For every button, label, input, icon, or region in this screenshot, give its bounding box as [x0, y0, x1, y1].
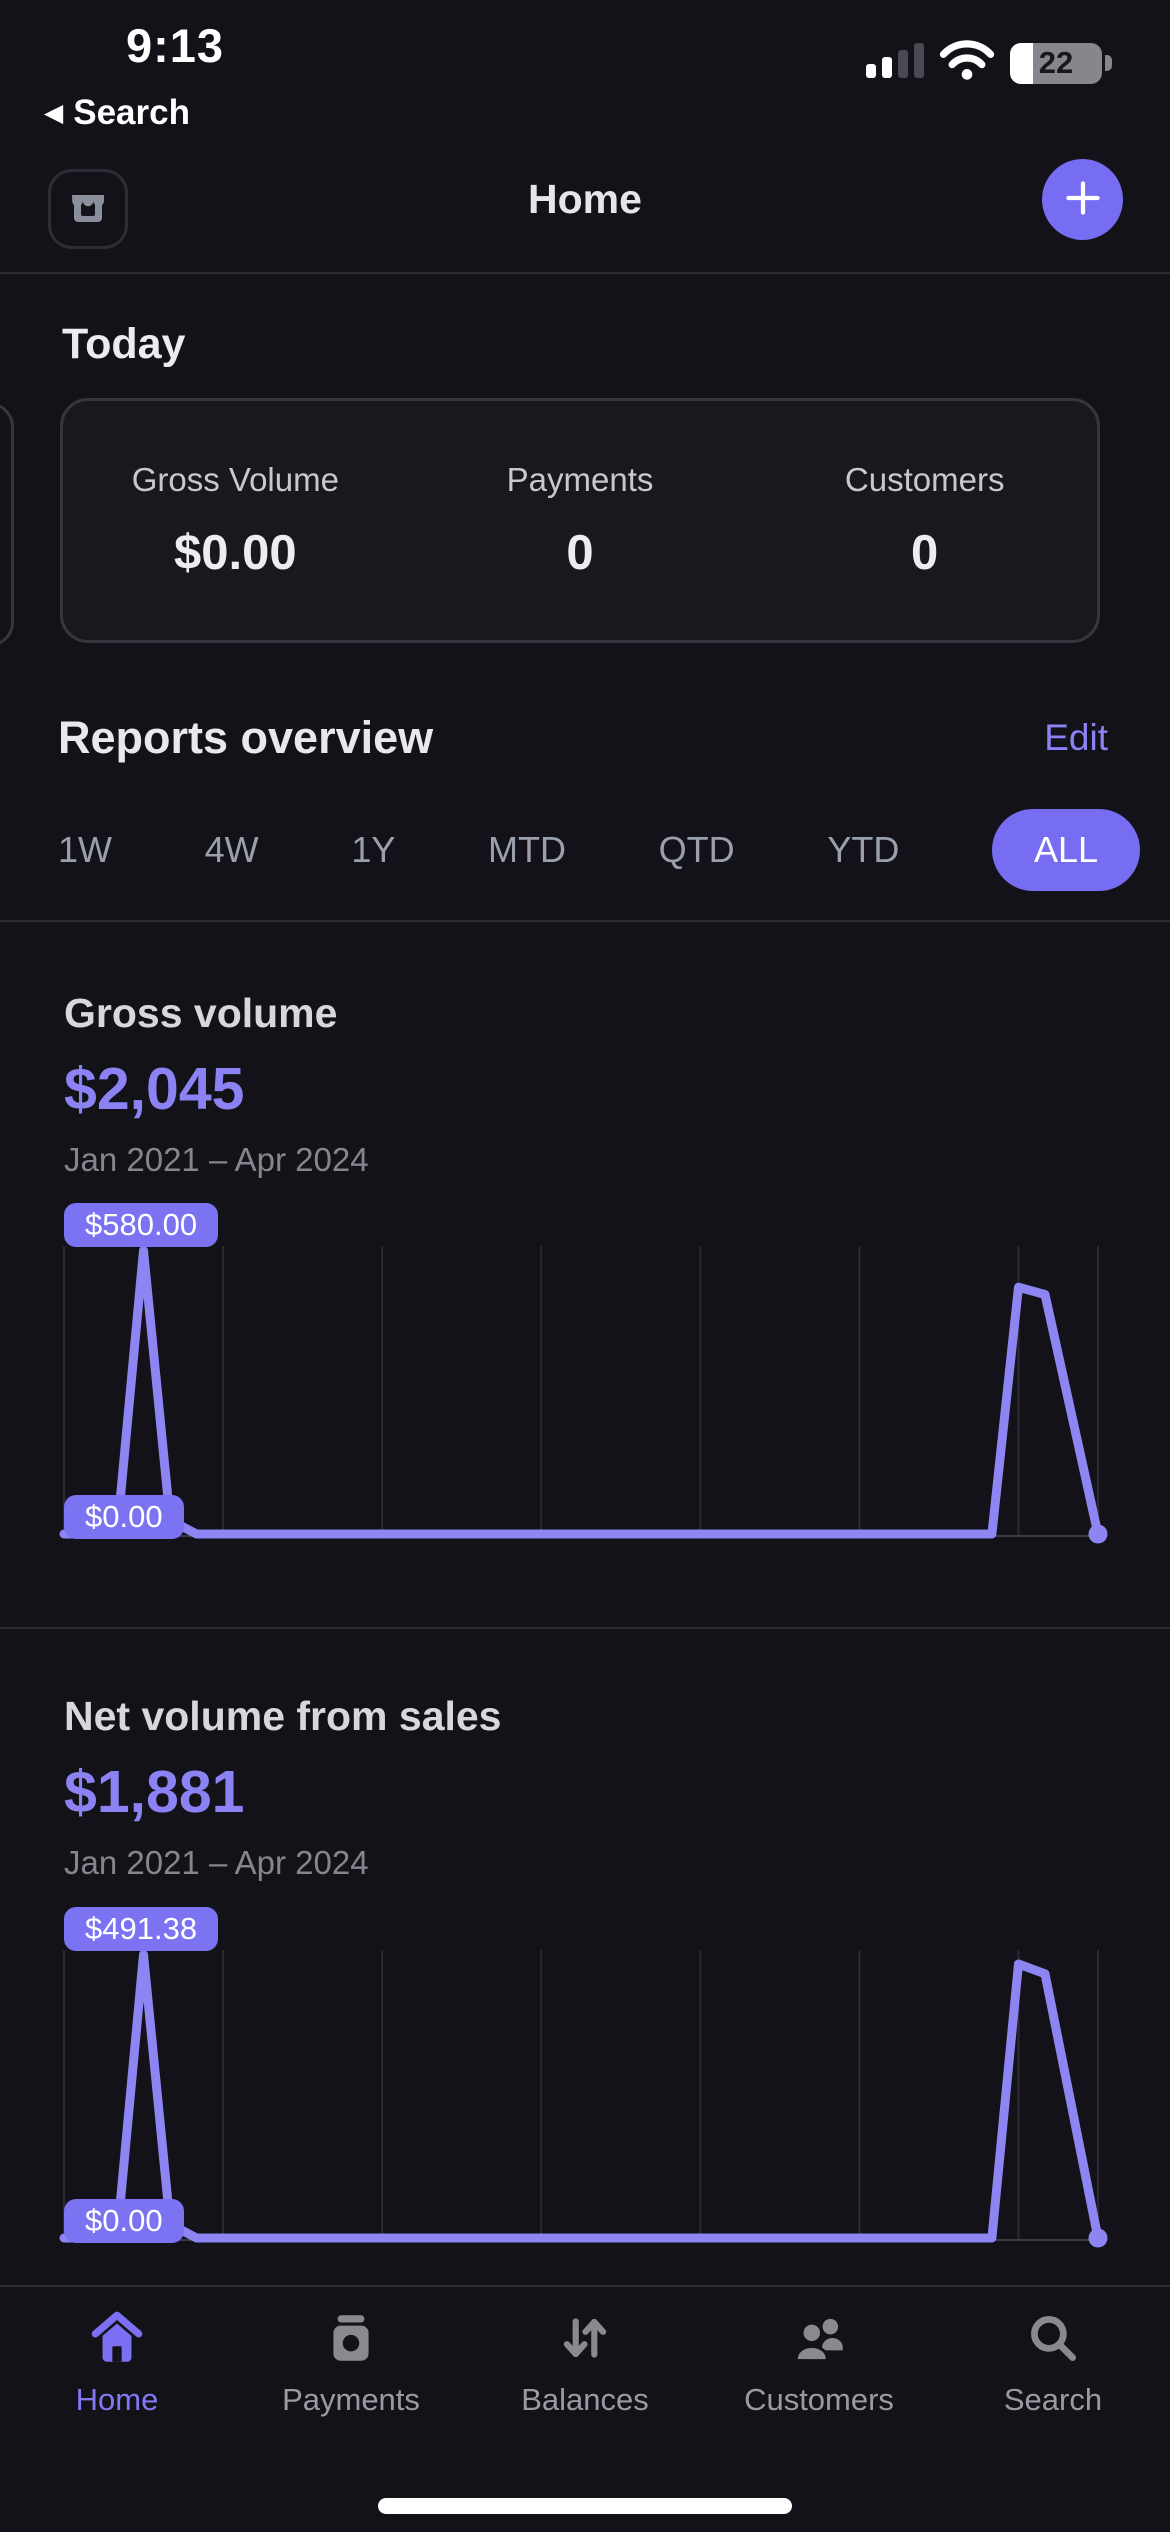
metric-value: $0.00 [174, 525, 297, 580]
tab-label: Payments [282, 2382, 420, 2418]
payments-icon [320, 2307, 382, 2374]
gross-volume-report: Gross volume $2,045 Jan 2021 – Apr 2024 … [0, 922, 1170, 1628]
metric-label: Payments [506, 460, 654, 498]
net-volume-report: Net volume from sales $1,881 Jan 2021 – … [0, 1629, 1170, 2285]
add-button[interactable] [1042, 159, 1123, 240]
today-section: Today Gross Volume $0.00 Payments 0 Cust… [0, 274, 1170, 647]
range-qtd[interactable]: QTD [658, 828, 735, 870]
tab-label: Home [75, 2382, 159, 2418]
today-title: Today [62, 320, 186, 368]
tab-customers[interactable]: Customers [702, 2287, 936, 2532]
edit-reports-link[interactable]: Edit [1044, 717, 1108, 759]
metric-value: 0 [566, 525, 594, 580]
chart-title: Gross volume [64, 989, 338, 1036]
reports-header: Reports overview Edit [58, 713, 1108, 763]
chart-min-badge: $0.00 [64, 2199, 184, 2244]
range-ytd[interactable]: YTD [827, 828, 900, 870]
tab-label: Balances [521, 2382, 649, 2418]
battery-percent: 22 [1038, 45, 1074, 80]
battery-fill [1010, 42, 1033, 84]
home-icon [86, 2307, 148, 2374]
chart-total: $1,881 [64, 1759, 245, 1826]
header: Home [0, 136, 1170, 272]
reports-title: Reports overview [58, 712, 434, 764]
chart-max-badge: $491.38 [64, 1907, 219, 1952]
range-1y[interactable]: 1Y [351, 828, 396, 870]
store-icon [64, 184, 112, 235]
chart-block: $491.38 $0.00 [0, 1907, 1170, 2248]
today-card[interactable]: Gross Volume $0.00 Payments 0 Customers … [60, 398, 1100, 644]
section-divider [0, 1627, 1170, 1630]
home-indicator[interactable] [378, 2498, 792, 2515]
page-title: Home [528, 176, 642, 222]
balances-icon [554, 2307, 616, 2374]
header-divider [0, 272, 1170, 274]
plus-icon [1060, 175, 1106, 224]
back-chevron-icon: ◀ [44, 98, 64, 127]
chart-min-badge: $0.00 [64, 1495, 184, 1540]
status-bar: 9:13 22 [0, 0, 1170, 90]
cellular-signal-icon [866, 42, 924, 84]
range-1w[interactable]: 1W [58, 828, 112, 870]
wifi-icon [939, 40, 995, 86]
date-range-selector: 1W 4W 1Y MTD QTD YTD ALL [0, 808, 1170, 891]
battery-cap [1105, 55, 1112, 71]
today-card-peek[interactable] [0, 402, 14, 647]
chart-total: $2,045 [64, 1055, 245, 1122]
tab-search[interactable]: Search [936, 2287, 1170, 2532]
battery-icon: 22 [1010, 42, 1112, 84]
tab-bar: Home Payments Balances [0, 2287, 1170, 2532]
back-to-search-link[interactable]: ◀ Search [0, 90, 1170, 136]
tab-label: Customers [744, 2382, 894, 2418]
range-4w[interactable]: 4W [204, 828, 259, 870]
search-icon [1022, 2307, 1084, 2374]
tabbar-divider [0, 2285, 1170, 2288]
chart-date-range: Jan 2021 – Apr 2024 [64, 1844, 369, 1882]
tab-home[interactable]: Home [0, 2287, 234, 2532]
range-all-selected[interactable]: ALL [991, 808, 1140, 891]
back-label: Search [73, 93, 190, 132]
status-icons: 22 [866, 40, 1112, 86]
chart-max-badge: $580.00 [64, 1203, 219, 1248]
metric-gross-volume: Gross Volume $0.00 [63, 461, 408, 581]
chart-block: $580.00 $0.00 [0, 1203, 1170, 1544]
clock: 9:13 [126, 19, 225, 72]
store-switcher-button[interactable] [48, 169, 128, 249]
gross-volume-chart[interactable] [59, 1246, 1108, 1544]
customers-icon [788, 2307, 850, 2374]
metric-payments: Payments 0 [408, 461, 753, 581]
range-mtd[interactable]: MTD [488, 828, 566, 870]
tab-label: Search [1003, 2382, 1103, 2418]
chart-title: Net volume from sales [64, 1693, 502, 1740]
section-divider [0, 919, 1170, 922]
net-volume-chart[interactable] [59, 1950, 1108, 2248]
metric-label: Gross Volume [131, 460, 339, 498]
metric-value: 0 [911, 525, 939, 580]
chart-date-range: Jan 2021 – Apr 2024 [64, 1140, 369, 1178]
tab-balances[interactable]: Balances [468, 2287, 702, 2532]
metric-customers: Customers 0 [752, 461, 1097, 581]
tab-payments[interactable]: Payments [234, 2287, 468, 2532]
metric-label: Customers [844, 460, 1005, 498]
